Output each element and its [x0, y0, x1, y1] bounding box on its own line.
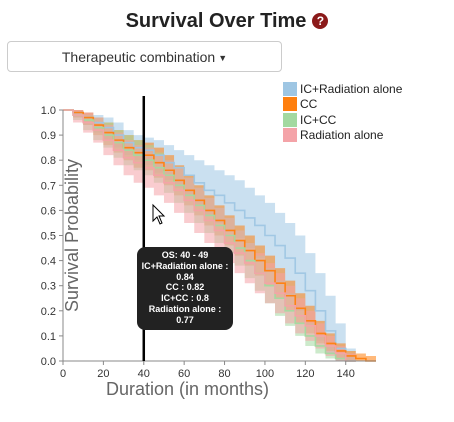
tooltip-line-radiation: Radiation alone : 0.77: [148, 303, 222, 325]
legend-item-cc[interactable]: CC: [283, 97, 402, 113]
y-tick-label: 0.4: [41, 256, 56, 268]
line-ic-cc: [63, 109, 356, 362]
y-tick-label: 0.3: [41, 281, 56, 293]
caret-down-icon: ▼: [218, 52, 228, 63]
x-tick-label: 100: [256, 368, 274, 380]
x-axis-label: Duration (in months): [106, 379, 269, 399]
question-circle-icon[interactable]: ?: [312, 13, 329, 29]
legend-label: IC+CC: [300, 112, 337, 127]
mouse-cursor-icon: [152, 203, 166, 225]
hover-tooltip: OS: 40 - 49 IC+Radiation alone : 0.84 CC…: [137, 247, 233, 330]
legend-swatch: [283, 97, 297, 112]
tooltip-line-ic-cc: IC+CC : 0.8: [161, 293, 209, 304]
x-tick-label: 120: [296, 368, 314, 380]
y-axis-label: Survival Probability: [62, 159, 82, 312]
x-tick-label: 40: [138, 368, 150, 380]
x-tick-label: 20: [97, 368, 109, 380]
y-tick-label: 0.8: [41, 155, 56, 167]
legend-swatch: [283, 81, 297, 96]
y-tick-label: 0.7: [41, 180, 56, 192]
tooltip-range: OS: 40 - 49: [161, 250, 209, 260]
group-select-dropdown[interactable]: Therapeutic combination ▼: [7, 41, 282, 72]
legend-item-ic-radiation-alone[interactable]: IC+Radiation alone: [283, 81, 402, 97]
legend-swatch: [283, 128, 297, 143]
legend-label: IC+Radiation alone: [300, 81, 403, 96]
line-ic-radiation-alone: [63, 109, 356, 362]
legend-label: CC: [300, 97, 318, 112]
chart-header: Survival Over Time ?: [0, 6, 454, 36]
page-title: Survival Over Time: [125, 9, 307, 32]
x-tick-label: 60: [178, 368, 190, 380]
y-tick-label: 0.9: [41, 130, 56, 142]
y-tick-label: 0.5: [41, 231, 56, 243]
tooltip-line-ic-radiation: IC+Radiation alone : 0.84: [141, 260, 229, 282]
y-tick-label: 0.1: [41, 331, 56, 343]
y-tick-label: 0.6: [41, 205, 56, 217]
tooltip-line-cc: CC : 0.82: [165, 282, 205, 293]
line-cc: [63, 109, 376, 362]
x-tick-label: 0: [60, 368, 66, 380]
y-tick-label: 0.2: [41, 306, 56, 318]
line-radiation-alone: [63, 109, 356, 362]
chart-legend: IC+Radiation alone CC IC+CC Radiation alone: [283, 81, 402, 143]
group-select-label: Therapeutic combination: [61, 48, 216, 65]
legend-item-ic-cc[interactable]: IC+CC: [283, 112, 402, 128]
legend-item-radiation-alone[interactable]: Radiation alone: [283, 128, 402, 144]
x-tick-label: 80: [218, 368, 230, 380]
legend-label: Radiation alone: [300, 128, 384, 143]
legend-swatch: [283, 112, 297, 127]
y-tick-label: 1.0: [41, 105, 56, 117]
y-tick-label: 0.0: [41, 356, 56, 368]
x-tick-label: 140: [337, 368, 355, 380]
